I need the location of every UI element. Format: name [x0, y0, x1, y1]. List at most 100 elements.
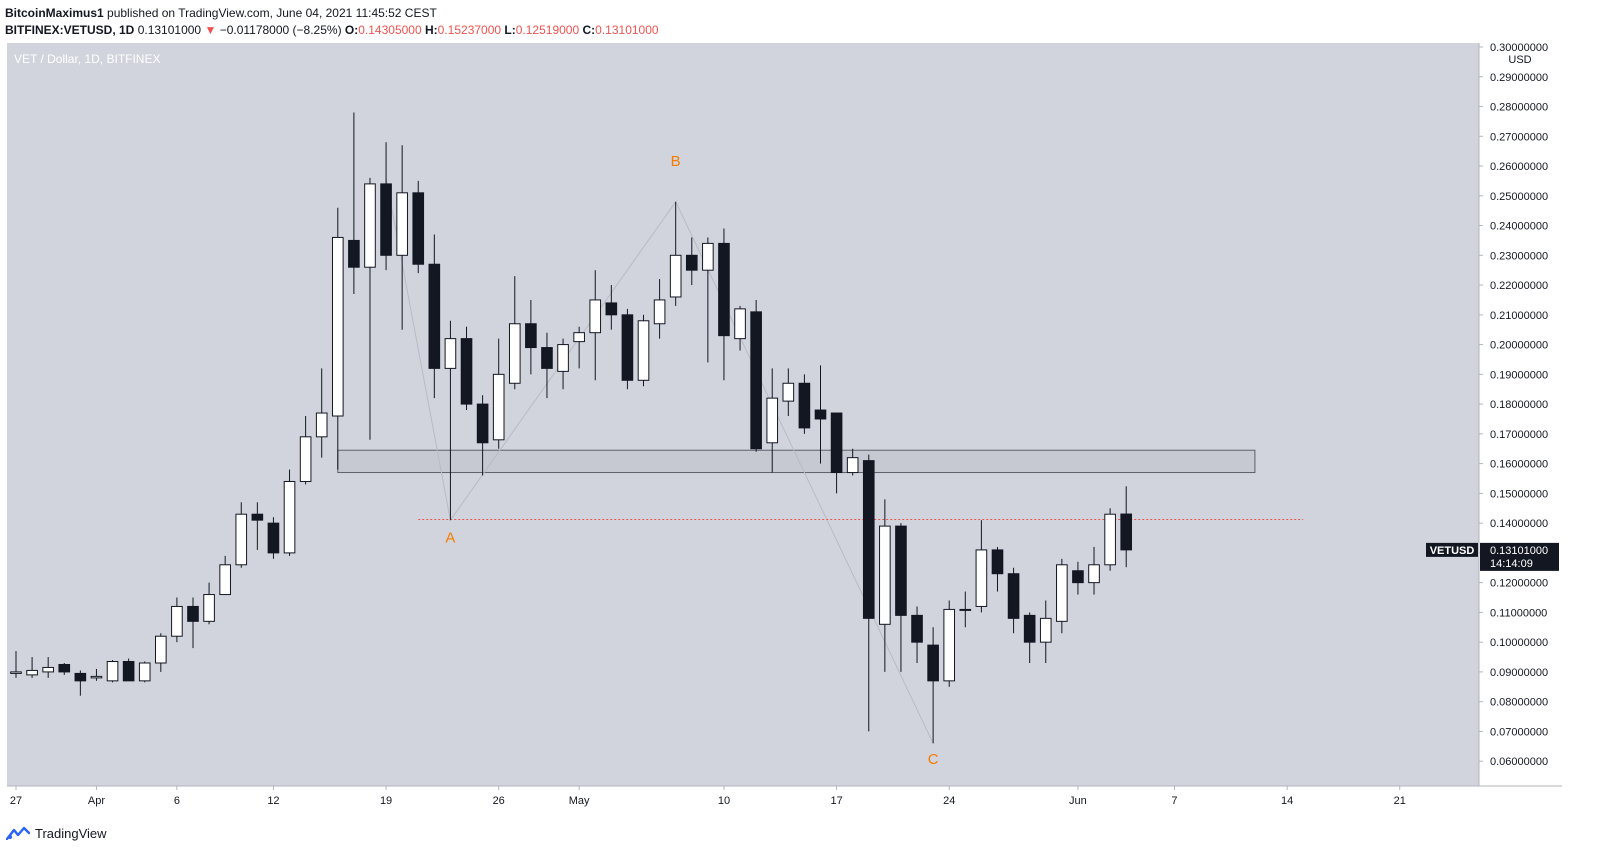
wave-label-b: B — [671, 153, 681, 170]
candle-body — [58, 663, 71, 673]
candle-body — [203, 594, 215, 622]
tradingview-footer[interactable]: TradingView — [6, 823, 107, 843]
candle — [138, 661, 151, 683]
candle-body — [830, 412, 843, 474]
candle — [862, 454, 875, 732]
price-tick-label: 0.29000000 — [1490, 72, 1548, 84]
time-tick-label: May — [569, 795, 590, 807]
candle-body — [927, 644, 939, 682]
candle-body — [669, 254, 682, 298]
time-tick-label: 10 — [718, 795, 730, 807]
candle-body — [122, 661, 135, 682]
time-axis[interactable] — [7, 786, 1479, 814]
candle — [718, 228, 730, 381]
price-tick-label: 0.30000000 — [1490, 42, 1548, 54]
candle-body — [718, 242, 730, 337]
wave-label-a: A — [445, 529, 455, 546]
candle — [299, 416, 312, 485]
candle — [106, 660, 119, 683]
candle — [10, 651, 22, 678]
candle-body — [702, 242, 714, 271]
time-tick-label: 27 — [10, 795, 22, 807]
candle — [895, 523, 907, 672]
candle-body — [90, 675, 103, 679]
price-tick-label: 0.17000000 — [1490, 429, 1548, 441]
publish-info: BitcoinMaximus1 published on TradingView… — [5, 6, 437, 20]
candle-body — [171, 605, 183, 637]
low-value: 0.12519000 — [515, 23, 580, 37]
candle-body — [283, 480, 296, 554]
candle-body — [364, 183, 376, 268]
candle — [154, 633, 167, 672]
candle — [589, 270, 602, 381]
candle — [975, 520, 988, 613]
candle — [348, 112, 360, 294]
time-tick-label: 6 — [174, 795, 180, 807]
candle-body — [1120, 513, 1133, 551]
candle-body — [331, 236, 344, 417]
time-axis-ticks: 27 Apr 6 12 19 26 May 10 17 24 Jun 7 14 21 — [10, 786, 1406, 807]
candle-body — [766, 397, 779, 444]
candle — [911, 606, 923, 663]
high-value: 0.15237000 — [437, 23, 502, 37]
candle-body — [798, 382, 811, 429]
candle — [235, 502, 248, 568]
candle-body — [734, 308, 746, 340]
candle-body — [267, 522, 280, 554]
candle — [26, 657, 38, 678]
price-tick-label: 0.15000000 — [1490, 488, 1548, 500]
candle-body — [412, 192, 425, 265]
candle-body — [219, 564, 231, 596]
candle — [187, 597, 199, 649]
price-tick-label: 0.20000000 — [1490, 340, 1548, 352]
candle-body — [959, 608, 972, 611]
chart-title: VET / Dollar, 1D, BITFINEX — [14, 52, 160, 66]
candle-body — [782, 382, 795, 402]
candle-body — [846, 457, 859, 474]
price-tick-label: 0.09000000 — [1490, 667, 1548, 679]
candle — [1088, 546, 1100, 595]
price-tick-label: 0.12000000 — [1490, 578, 1548, 590]
candle-body — [396, 192, 408, 256]
author-name[interactable]: BitcoinMaximus1 — [5, 6, 104, 20]
candle-body — [106, 661, 119, 682]
candle-body — [26, 669, 38, 676]
candle — [171, 597, 183, 643]
candle-body — [380, 183, 392, 256]
candle — [444, 320, 457, 521]
price-tick-label: 0.07000000 — [1490, 726, 1548, 738]
time-tick-label: 14 — [1281, 795, 1293, 807]
candle — [927, 627, 939, 744]
price-tick-label: 0.22000000 — [1490, 280, 1548, 292]
down-arrow-icon: ▼ — [204, 23, 217, 37]
price-tick-label: 0.28000000 — [1490, 102, 1548, 114]
price-axis[interactable] — [1479, 43, 1562, 786]
footer-brand: TradingView — [35, 825, 107, 841]
candle — [364, 177, 376, 440]
candle — [219, 555, 231, 596]
time-tick-label: 19 — [380, 795, 392, 807]
plot-background — [7, 43, 1479, 786]
candle-body — [637, 320, 650, 381]
candle — [750, 299, 762, 452]
candle — [283, 469, 296, 556]
time-tick-label: 17 — [830, 795, 842, 807]
candle-body — [1056, 564, 1068, 622]
candle — [669, 201, 682, 306]
symbol-badge — [1426, 542, 1478, 557]
candle — [605, 285, 618, 330]
candle — [653, 279, 666, 339]
published-text: published on TradingView.com, June 04, 2… — [103, 6, 437, 20]
candle-body — [348, 239, 360, 268]
open-label: O: — [344, 23, 359, 37]
candle-body — [476, 403, 489, 444]
tradingview-logo-icon — [6, 826, 30, 840]
candle-body — [315, 412, 328, 438]
candle — [637, 314, 650, 387]
time-tick-label: 21 — [1394, 795, 1406, 807]
time-tick-label: 26 — [493, 795, 505, 807]
candle — [846, 448, 859, 476]
candle-body — [460, 338, 473, 405]
time-tick-label: 24 — [943, 795, 955, 807]
